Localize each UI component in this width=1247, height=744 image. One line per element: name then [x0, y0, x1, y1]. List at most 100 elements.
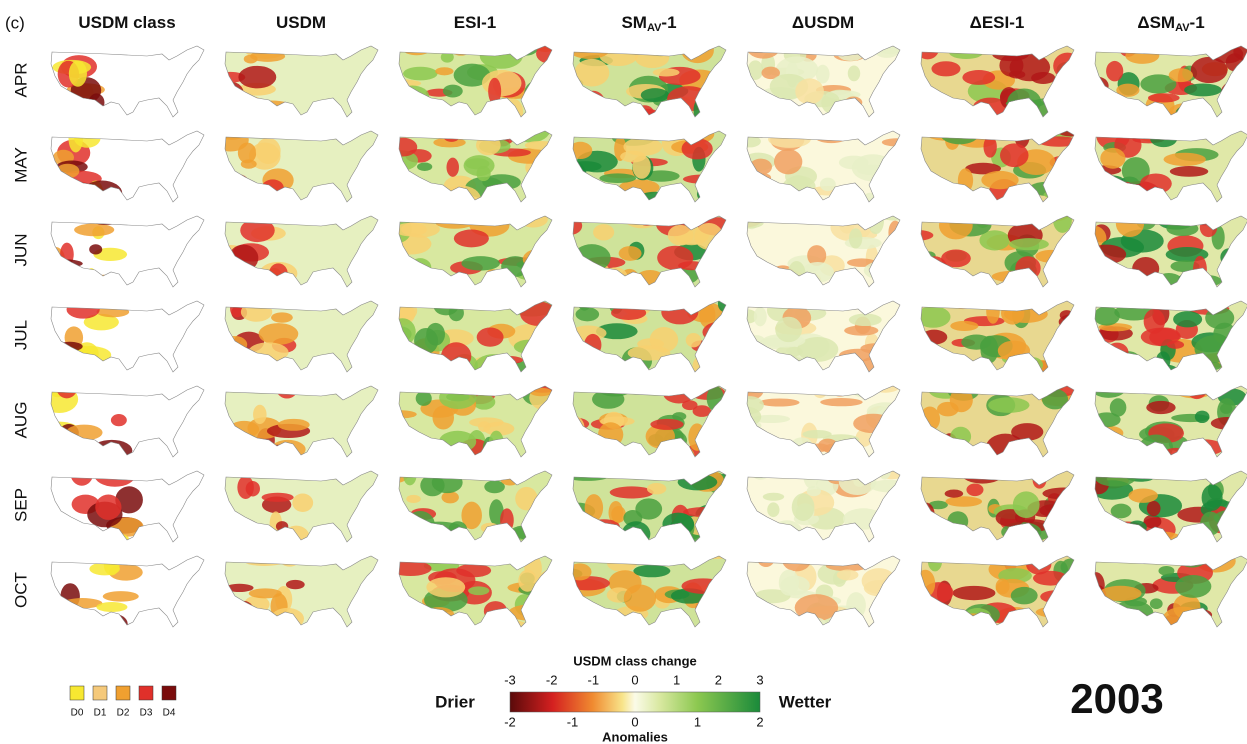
- map-region: [901, 339, 934, 367]
- map: [377, 371, 568, 466]
- map-fill: [1090, 375, 1247, 462]
- map-region: [630, 297, 661, 310]
- map-region: [482, 70, 522, 96]
- map-fill: [555, 375, 735, 465]
- map-region: [1062, 79, 1085, 89]
- map-region: [411, 523, 437, 534]
- map-region: [877, 457, 891, 480]
- map-region: [624, 585, 656, 612]
- map: [387, 297, 556, 381]
- map-region: [1009, 238, 1049, 250]
- map-region: [514, 340, 545, 354]
- map-region: [256, 138, 281, 164]
- map-region: [877, 347, 908, 359]
- map-region: [441, 342, 471, 370]
- map-region: [912, 85, 925, 101]
- page: {"panel_label": "(c)", "columns": [ {"la…: [0, 0, 1247, 744]
- map-region: [901, 230, 933, 241]
- map-region: [998, 341, 1030, 361]
- map-region: [1174, 105, 1198, 128]
- map-region: [844, 325, 878, 335]
- header-text: ESI-1: [454, 13, 497, 32]
- map-region: [950, 274, 963, 286]
- map-region: [714, 357, 727, 383]
- map-region: [863, 193, 878, 209]
- map-region: [1147, 501, 1161, 516]
- header-text: USDM: [276, 13, 326, 32]
- map-region: [589, 213, 617, 223]
- map-region: [1053, 53, 1082, 80]
- map-region: [672, 412, 686, 420]
- map-region: [958, 195, 997, 204]
- map-region: [513, 36, 539, 55]
- map-region: [485, 269, 501, 286]
- map-region: [1055, 443, 1074, 458]
- map-region: [755, 276, 774, 294]
- map-region: [1150, 364, 1179, 379]
- map-fill: [389, 551, 560, 632]
- map-fill: [917, 463, 1085, 547]
- map-region: [1047, 347, 1074, 363]
- map-region: [949, 47, 983, 59]
- map-region: [406, 511, 435, 538]
- map-region: [546, 448, 564, 465]
- map-region: [935, 270, 949, 289]
- map-region: [862, 568, 896, 594]
- map-region: [824, 295, 849, 310]
- map-region: [952, 613, 996, 636]
- map-region: [1011, 587, 1038, 605]
- map-region: [667, 86, 711, 111]
- map-region: [222, 336, 247, 353]
- map: [221, 297, 381, 377]
- map-region: [678, 474, 718, 490]
- map-region: [74, 224, 114, 237]
- map-region: [668, 225, 694, 246]
- map-region: [1042, 488, 1085, 500]
- map-fill: [47, 125, 207, 207]
- map-region: [1220, 176, 1247, 195]
- map: [917, 463, 1085, 547]
- map-region: [837, 466, 880, 478]
- map-region: [555, 349, 597, 370]
- map-region: [518, 570, 536, 592]
- map-region: [573, 266, 594, 292]
- map-region: [734, 396, 764, 414]
- map-region: [409, 258, 431, 277]
- map-region: [89, 244, 102, 254]
- map-region: [1147, 532, 1184, 551]
- wetter-label: Wetter: [779, 692, 832, 711]
- map: [385, 461, 565, 551]
- map: [912, 36, 1085, 126]
- map-region: [584, 334, 601, 356]
- map-fill: [43, 460, 207, 547]
- map-region: [1212, 225, 1225, 249]
- map-region: [443, 186, 481, 213]
- map-region: [1192, 275, 1222, 287]
- map-region: [847, 258, 876, 267]
- map-region: [961, 463, 1004, 483]
- map-region: [1065, 336, 1087, 362]
- map-region: [484, 601, 507, 621]
- map-region: [1158, 566, 1174, 576]
- map-region: [916, 36, 940, 60]
- map-region: [528, 253, 564, 277]
- year: 2003: [1070, 675, 1163, 722]
- map-region: [95, 494, 121, 519]
- map-region: [1167, 341, 1184, 349]
- map-region: [389, 138, 417, 157]
- map-fill: [901, 286, 1087, 377]
- map-region: [531, 180, 569, 207]
- map-region: [611, 306, 646, 320]
- map-region: [1181, 201, 1223, 224]
- map-region: [1139, 434, 1173, 460]
- colorbar-top-tick: 3: [756, 672, 763, 687]
- map-region: [220, 191, 239, 212]
- map: [42, 212, 207, 298]
- map-region: [509, 361, 540, 381]
- map-region: [981, 171, 1018, 189]
- map-region: [1224, 434, 1247, 462]
- map-region: [1144, 309, 1165, 334]
- map: [901, 205, 1090, 292]
- map: [35, 377, 207, 464]
- map-region: [82, 180, 122, 206]
